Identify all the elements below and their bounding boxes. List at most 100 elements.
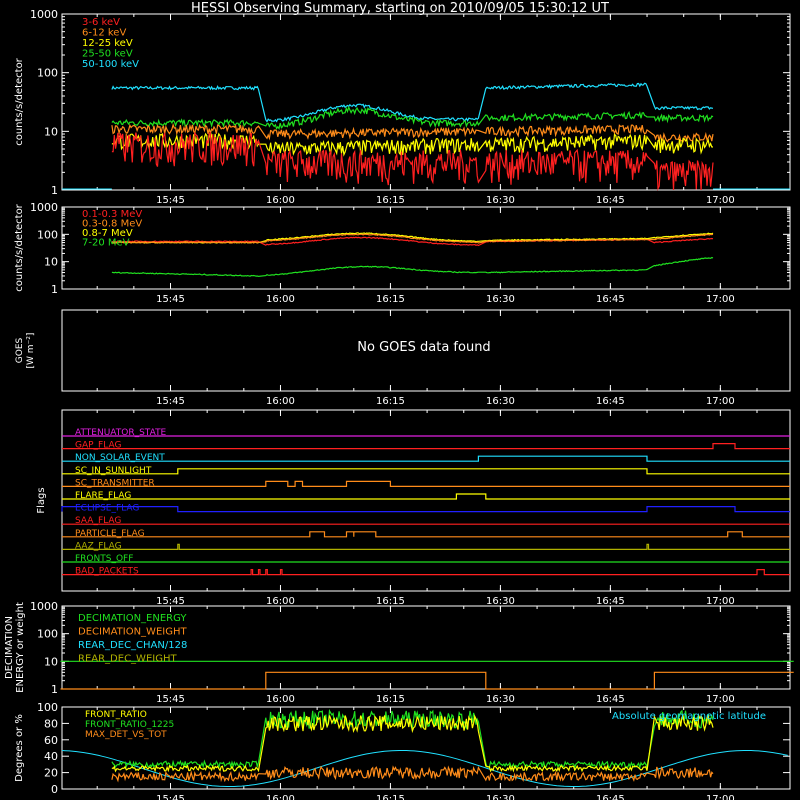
panel2-legend-3: 7-20 MeV [82,238,130,249]
panel6-legend-1: FRONT_RATIO_1225 [85,720,174,730]
panel1-xtick-label: 15:45 [156,195,185,206]
panel6-legend-2: MAX_DET_VS_TOT [85,730,167,740]
flag-line-2 [62,455,790,462]
panel1-ytick-label: 1000 [30,8,58,21]
panel6-ytick-label: 0 [51,783,58,796]
panel5-ytick-label: 10 [44,655,58,668]
panel2-xtick-label: 16:30 [486,294,515,305]
panel5-xtick-label: 15:45 [156,694,185,705]
panel3-xtick-label: 15:45 [156,396,185,407]
flag-line-8 [62,531,790,538]
flag-label-7: SAA_FLAG [75,516,121,526]
panel1-series-0 [111,131,714,191]
panel6-xtick-label: 16:15 [376,794,405,800]
panel5-legend-0: DECIMATION_ENERGY [78,613,187,624]
panel6-frame [61,706,791,790]
panel5-ytick-label: 1000 [30,600,58,613]
flag-line-11 [62,569,790,576]
panel2-legend-0: 0.1-0.3 MeV [82,209,142,220]
panel5-ylabel-2: ENERGY or weight [15,602,26,693]
panel3-xtick-label: 16:30 [486,396,515,407]
flag-line-5 [62,493,790,500]
panel2-xtick-label: 15:45 [156,294,185,305]
panel2-ylabel: counts/s/detector [14,203,25,291]
panel3-ylabel: GOES [15,337,25,363]
panel6-series-2 [111,765,714,783]
panel2-xtick-label: 16:45 [596,294,625,305]
panel2-xtick-label: 17:00 [706,294,735,305]
panel2-ytick-label: 1000 [30,201,58,214]
panel6-ytick-label: 20 [44,767,58,780]
flag-label-8: PARTICLE_FLAG [75,529,145,539]
panel6-ytick-label: 40 [44,750,58,763]
panel5-xtick-label: 16:45 [596,694,625,705]
panel1-ytick-label: 10 [44,125,58,138]
chart-title: HESSI Observing Summary, starting on 201… [191,1,609,16]
flag-label-9: AAZ_FLAG [75,541,122,551]
panel6-right-label: Absolute geomagnetic latitude [612,711,766,722]
panel4-xtick-label: 16:00 [266,596,295,607]
panel1-legend-0: 3-6 keV [82,17,120,28]
panel2-frame [61,206,791,290]
panel1-legend-3: 25-50 keV [82,49,133,60]
panel5-xtick-label: 16:30 [486,694,515,705]
panel4-frame [61,409,791,592]
panel2-series-3 [111,256,714,278]
panel6-series-1 [111,708,714,770]
panel6-ylabel: Degrees or % [14,714,25,782]
panel6-xtick-label: 16:45 [596,794,625,800]
panel3-xtick-label: 17:00 [706,396,735,407]
flag-line-6 [61,506,790,513]
flag-line-1 [62,443,790,450]
panel2-ytick-label: 100 [37,228,58,241]
panel5-xtick-label: 16:00 [266,694,295,705]
panel1-series-3 [111,105,714,130]
panel4-xtick-label: 17:00 [706,596,735,607]
panel5-legend-3: REAR_DEC_WEIGHT [78,654,177,665]
panel1-series-1 [111,122,714,143]
panel6-xtick-label: 15:45 [156,794,185,800]
panel2-ytick-label: 1 [51,283,58,296]
panel6-xtick-label: 16:30 [486,794,515,800]
flag-label-4: SC_TRANSMITTER [75,478,155,488]
panel2-legend-1: 0.3-0.8 MeV [82,219,142,230]
panel3-xtick-label: 16:15 [376,396,405,407]
panel4-ylabel: Flags [36,487,47,513]
panel6-legend-0: FRONT_RATIO [85,710,147,720]
panel1-ylabel: counts/s/detector [14,57,25,145]
panel2-legend-2: 0.8-7 MeV [82,228,133,239]
panel1-series-4 [111,82,714,123]
panel5-series-1 [60,671,794,690]
panel6-series-0 [111,713,714,773]
panel1-xtick-label: 16:00 [266,195,295,206]
panel3-message: No GOES data found [357,340,490,355]
panel5-legend-2: REAR_DEC_CHAN/128 [78,640,187,651]
flag-line-4 [62,480,790,487]
flag-label-11: BAD_PACKETS [75,567,139,577]
panel6-xtick-label: 16:00 [266,794,295,800]
panel5-xtick-label: 16:15 [376,694,405,705]
flag-line-9 [62,543,790,550]
panel5-xtick-label: 17:00 [706,694,735,705]
panel5-ytick-label: 1 [51,683,58,696]
flag-label-0: ATTENUATOR_STATE [75,428,167,438]
panel3-xtick-label: 16:45 [596,396,625,407]
flag-line-3 [62,468,790,475]
panel2-ytick-label: 10 [44,256,58,269]
panel6-ytick-label: 80 [44,717,58,730]
panel1-ytick-label: 100 [37,67,58,80]
panel2-xtick-label: 16:00 [266,294,295,305]
panel3-ylabel-units: [W m⁻²] [26,333,36,369]
flag-label-1: GAP_FLAG [75,441,121,451]
panel3-xtick-label: 16:00 [266,396,295,407]
panel2-series-1 [111,233,714,244]
flag-label-10: FRONTS_OFF [75,554,133,564]
flag-label-3: SC_IN_SUNLIGHT [75,466,152,476]
panel1-xtick-label: 16:30 [486,195,515,206]
panel1-xtick-label: 16:45 [596,195,625,206]
panel6-ytick-label: 100 [37,701,58,714]
panel1-ytick-label: 1 [51,184,58,197]
panel4-xtick-label: 16:45 [596,596,625,607]
